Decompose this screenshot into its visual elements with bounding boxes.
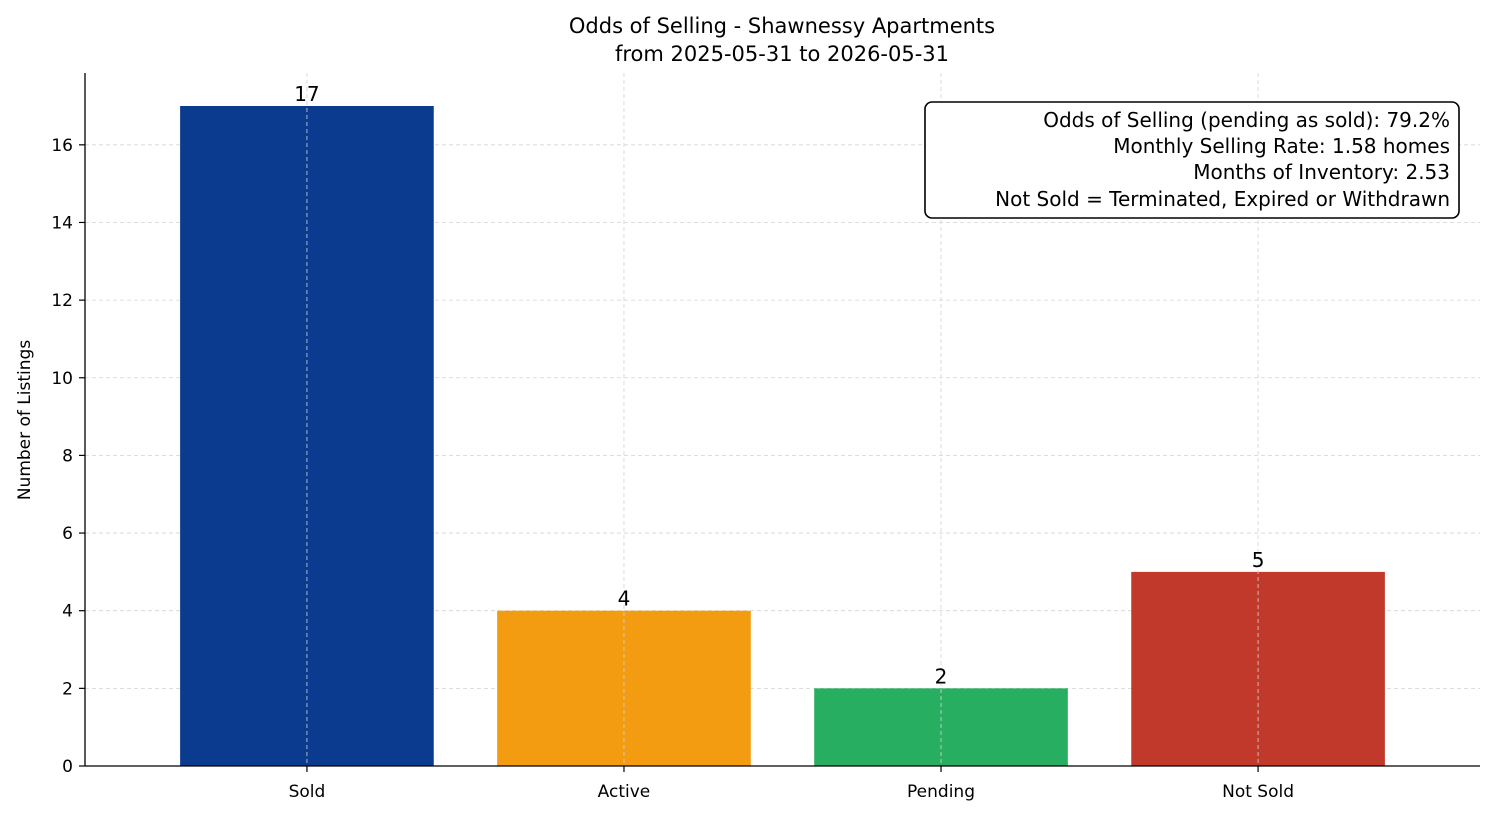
stats-annotation-box: Odds of Selling (pending as sold): 79.2%…	[924, 101, 1460, 219]
annotation-selling-rate: Monthly Selling Rate: 1.58 homes	[1113, 134, 1450, 158]
y-ticks: 0 2 4 6 8 10 12 14 16	[51, 136, 85, 777]
bar-value-label: 2	[935, 664, 948, 688]
x-ticks: Sold Active Pending Not Sold	[289, 766, 1294, 802]
annotation-months-inventory: Months of Inventory: 2.53	[1193, 160, 1450, 184]
chart-title: Odds of Selling - Shawnessy Apartments	[569, 14, 995, 38]
annotation-odds: Odds of Selling (pending as sold): 79.2%	[1043, 108, 1450, 132]
bars	[180, 73, 1385, 766]
x-tick-label: Pending	[907, 782, 975, 802]
bar-value-label: 4	[618, 587, 631, 611]
chart-subtitle: from 2025-05-31 to 2026-05-31	[615, 42, 949, 66]
x-tick-label: Active	[598, 782, 651, 802]
y-tick-label: 12	[51, 291, 73, 311]
y-tick-label: 2	[62, 679, 73, 699]
y-tick-label: 16	[51, 136, 73, 156]
x-tick-label: Sold	[289, 782, 326, 802]
y-axis-label: Number of Listings	[15, 340, 35, 500]
y-tick-label: 4	[62, 602, 73, 622]
axes	[84, 73, 1480, 767]
annotation-frame	[924, 101, 1460, 219]
y-tick-label: 10	[51, 369, 73, 389]
bar-value-label: 17	[294, 82, 319, 106]
data-labels: 17 4 2 5	[294, 82, 1264, 688]
y-tick-label: 6	[62, 524, 73, 544]
y-tick-label: 14	[51, 213, 73, 233]
annotation-not-sold-note: Not Sold = Terminated, Expired or Withdr…	[995, 187, 1450, 211]
x-tick-label: Not Sold	[1222, 782, 1294, 802]
y-tick-label: 0	[62, 757, 73, 777]
bar-sold	[180, 106, 434, 766]
y-tick-label: 8	[62, 446, 73, 466]
bar-value-label: 5	[1252, 548, 1265, 572]
